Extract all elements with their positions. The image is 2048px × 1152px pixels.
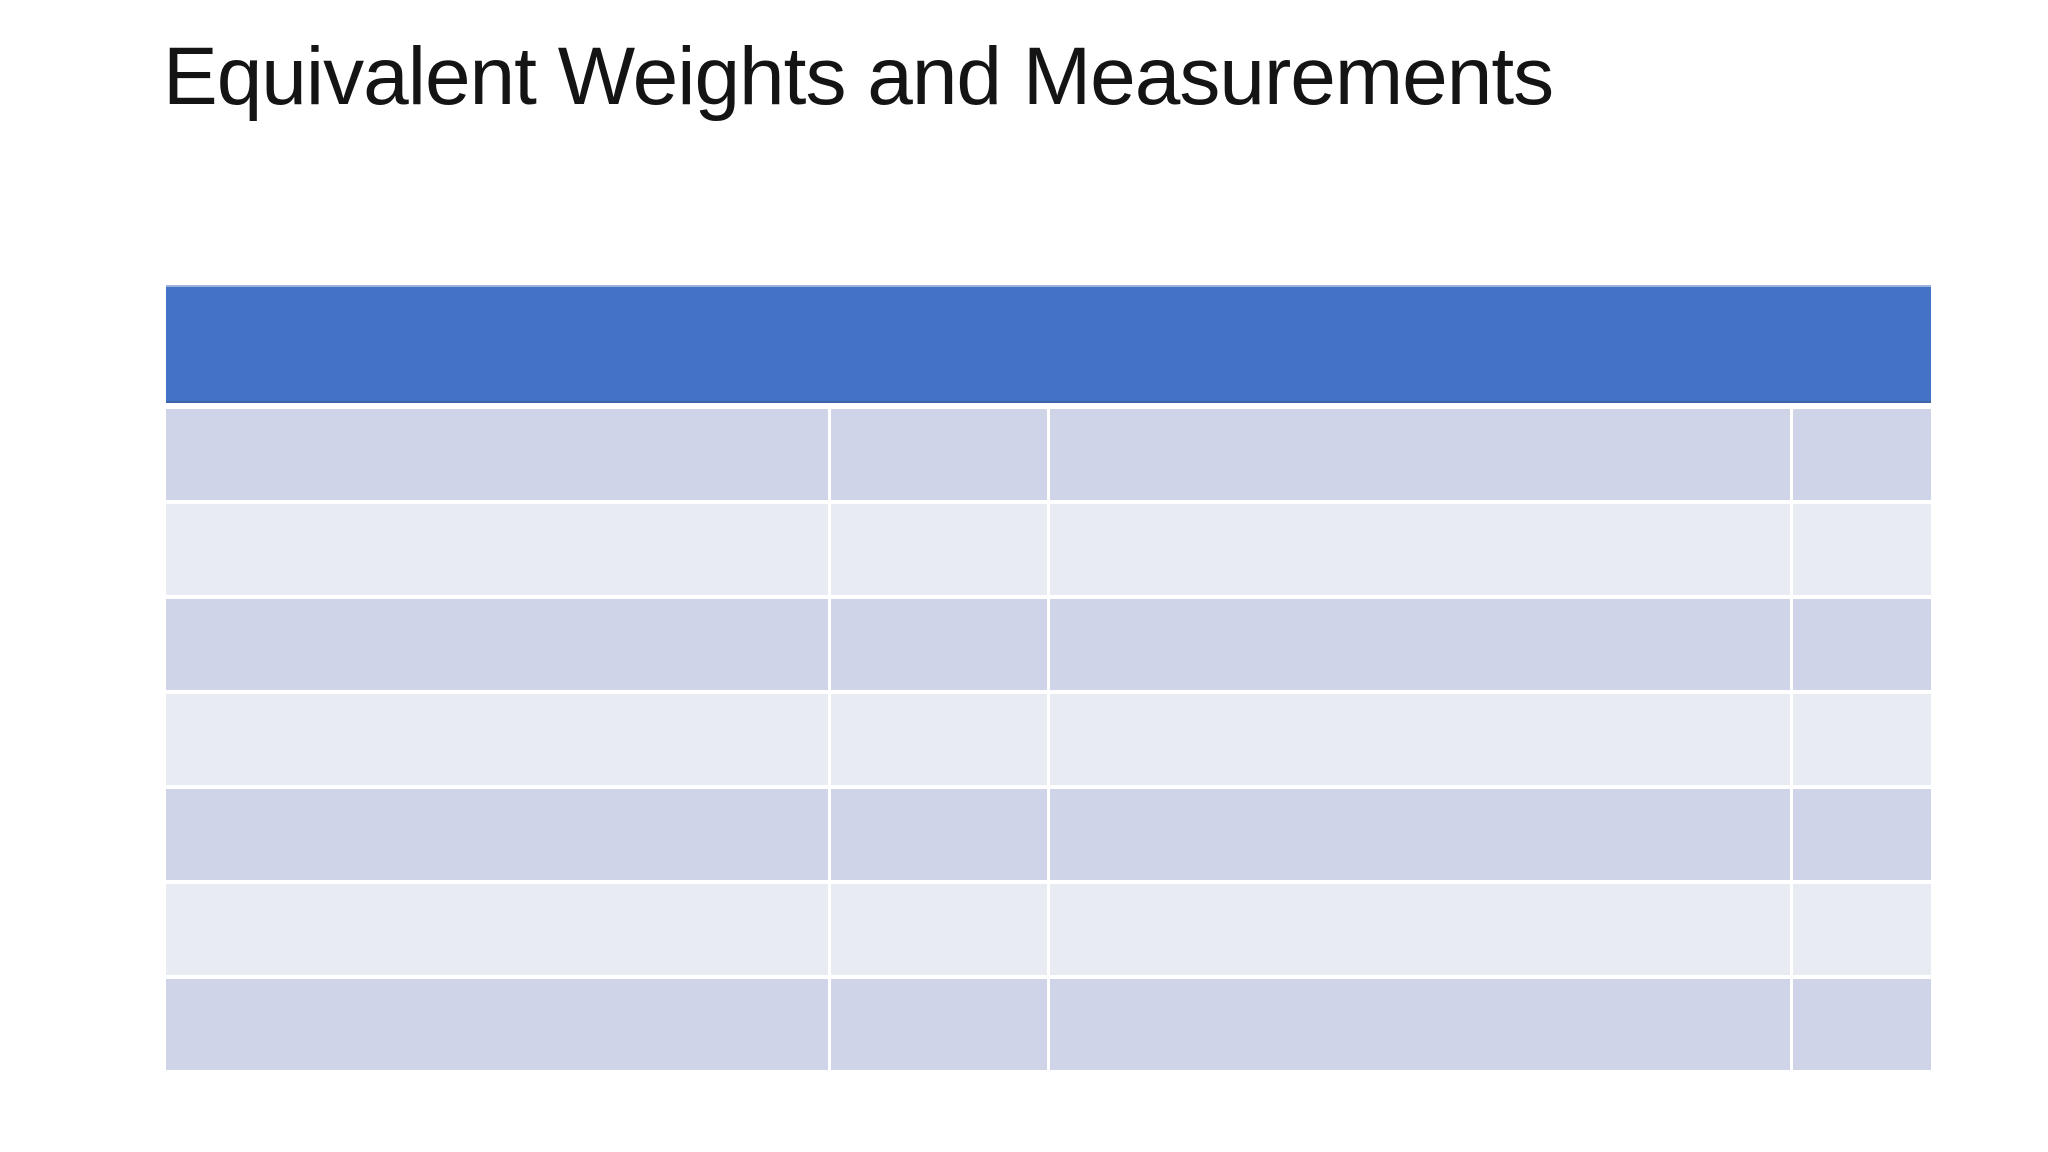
table-body [166, 409, 1931, 1070]
table-cell [166, 884, 828, 975]
table-cell [1050, 789, 1790, 880]
table-cell [1793, 504, 1931, 595]
table-cell [1793, 599, 1931, 690]
table-cell [831, 789, 1047, 880]
table-cell [166, 409, 828, 500]
table-cell [1793, 789, 1931, 880]
table-cell [1050, 979, 1790, 1070]
table-cell [166, 789, 828, 880]
table-cell [831, 504, 1047, 595]
table-cell [166, 599, 828, 690]
equivalents-table [166, 285, 1931, 1070]
table-cell [166, 504, 828, 595]
table-cell [831, 694, 1047, 785]
table-cell [1793, 884, 1931, 975]
table-cell [1050, 599, 1790, 690]
table-cell [1050, 504, 1790, 595]
table-header-row [166, 285, 1931, 403]
table-cell [1050, 694, 1790, 785]
table-cell [831, 979, 1047, 1070]
table-cell [831, 884, 1047, 975]
table-cell [831, 409, 1047, 500]
slide-title: Equivalent Weights and Measurements [163, 31, 1554, 122]
table-cell [1793, 979, 1931, 1070]
table-cell [1050, 409, 1790, 500]
table-cell [166, 979, 828, 1070]
table-cell [166, 694, 828, 785]
table-cell [1793, 409, 1931, 500]
table-cell [1050, 884, 1790, 975]
table-cell [1793, 694, 1931, 785]
table-cell [831, 599, 1047, 690]
